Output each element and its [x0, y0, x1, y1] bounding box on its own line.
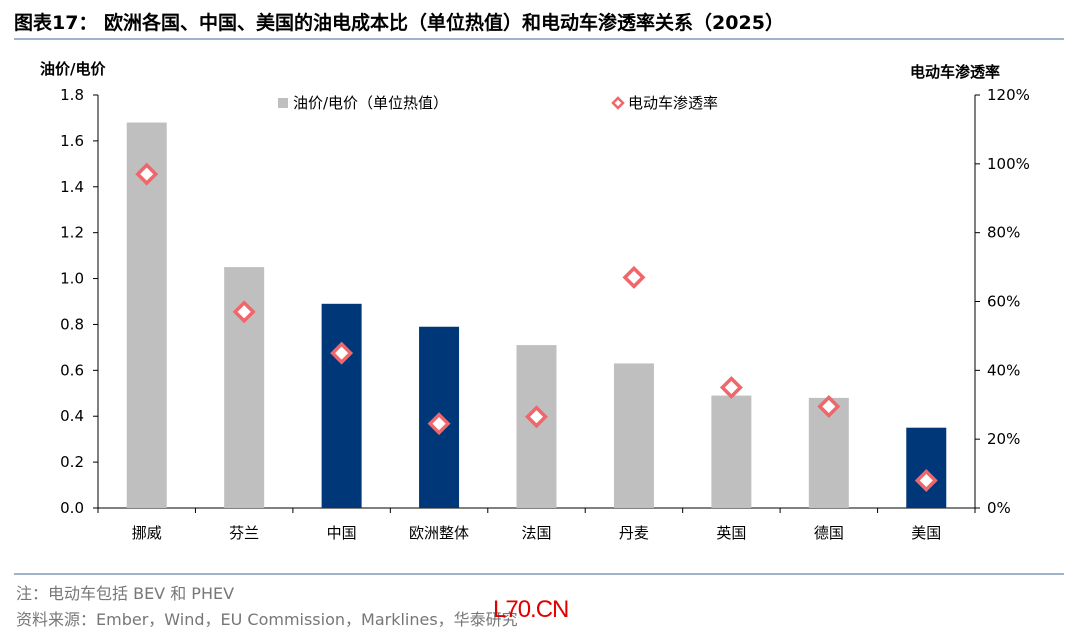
y-tick-label-left: 1.4	[60, 178, 84, 196]
source-note: 资料来源：Ember，Wind，EU Commission，Marklines，…	[16, 610, 518, 629]
bar-丹麦	[613, 363, 654, 508]
marker-挪威	[135, 162, 159, 186]
markers-layer	[135, 162, 938, 492]
y-tick-label-left: 1.0	[60, 270, 84, 288]
x-tick-label: 法国	[521, 524, 551, 542]
bars-layer	[126, 122, 947, 509]
y-tick-label-left: 1.8	[60, 86, 84, 104]
bar-英国	[711, 395, 752, 508]
watermark: L70.CN	[493, 596, 569, 623]
y-axis-left-title: 油价/电价	[40, 60, 106, 78]
x-tick-label: 芬兰	[229, 524, 259, 542]
x-tick-label: 美国	[911, 524, 941, 542]
x-tick-label: 欧洲整体	[409, 524, 469, 542]
marker-丹麦	[622, 265, 646, 289]
legend-label-marker: 电动车渗透率	[628, 94, 718, 112]
title-divider	[14, 38, 1064, 40]
y-tick-label-left: 1.6	[60, 132, 84, 150]
y-tick-label-left: 0.6	[60, 361, 84, 379]
marker-英国	[719, 376, 743, 400]
axes-layer: 0.0 0.2 0.4 0.6 0.8 1.0 1.2 1.4 1.6 1.8 0% 20% 40% 60…	[40, 60, 1030, 542]
y-tick-label-right: 80%	[987, 224, 1020, 242]
marker-德国	[817, 394, 841, 418]
footer-divider	[14, 573, 1064, 575]
y-tick-label-left: 0.8	[60, 315, 84, 333]
y-axis-right-title: 电动车渗透率	[910, 63, 1000, 81]
bar-美国	[906, 427, 947, 508]
legend-label-bar: 油价/电价（单位热值）	[293, 94, 448, 112]
y-tick-label-right: 20%	[987, 430, 1020, 448]
chart-title: 图表17： 欧洲各国、中国、美国的油电成本比（单位热值）和电动车渗透率关系（20…	[14, 12, 784, 34]
footnote: 注：电动车包括 BEV 和 PHEV	[16, 584, 235, 603]
x-tick-label: 丹麦	[619, 524, 649, 542]
y-tick-label-left: 1.2	[60, 224, 84, 242]
marker-中国	[330, 341, 354, 365]
marker-美国	[914, 468, 938, 492]
y-tick-label-right: 60%	[987, 293, 1020, 311]
marker-法国	[525, 405, 548, 429]
marker-欧洲整体	[427, 412, 451, 436]
bar-挪威	[126, 122, 167, 509]
x-tick-label: 挪威	[132, 524, 162, 542]
x-tick-label: 英国	[716, 524, 746, 542]
legend-swatch-bar	[278, 98, 288, 108]
y-tick-label-right: 0%	[987, 499, 1011, 517]
y-tick-label-right: 100%	[987, 155, 1030, 173]
y-tick-label-left: 0.2	[60, 453, 84, 471]
y-tick-label-left: 0.0	[60, 499, 84, 517]
x-tick-label: 中国	[327, 524, 357, 542]
marker-芬兰	[232, 300, 256, 324]
legend: 油价/电价（单位热值） 电动车渗透率	[278, 94, 718, 112]
y-tick-label-left: 0.4	[60, 407, 84, 425]
y-tick-label-right: 40%	[987, 361, 1020, 379]
legend-swatch-marker	[611, 96, 625, 110]
bar-中国	[321, 303, 362, 508]
x-tick-label: 德国	[814, 524, 844, 542]
y-tick-label-right: 120%	[987, 86, 1030, 104]
